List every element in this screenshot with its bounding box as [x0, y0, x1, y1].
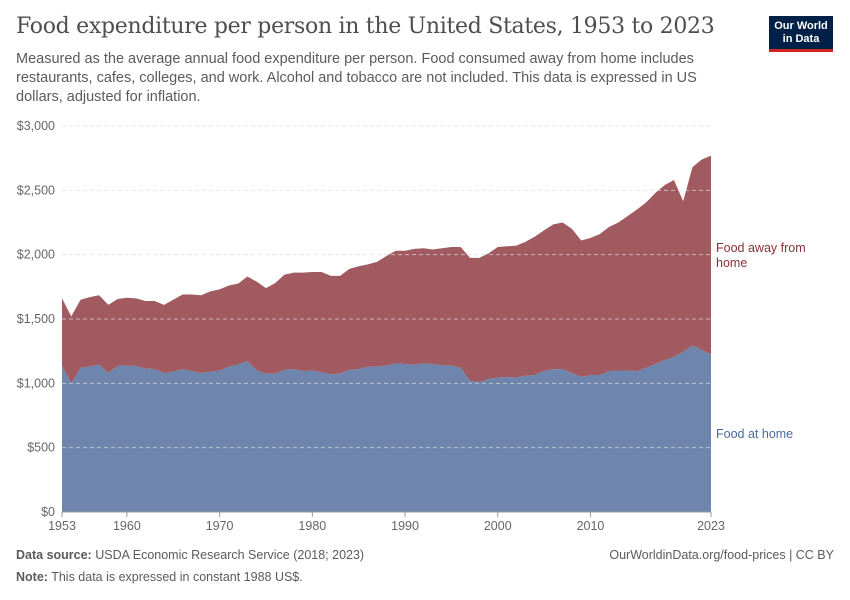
x-tick-label: 1990	[391, 519, 419, 533]
y-tick-label: $0	[41, 505, 55, 519]
footer-link[interactable]: OurWorldinData.org/food-prices | CC BY	[609, 548, 834, 562]
y-tick-label: $2,000	[17, 248, 55, 262]
x-tick-label: 1970	[206, 519, 234, 533]
note: Note: This data is expressed in constant…	[16, 570, 303, 584]
owid-logo[interactable]: Our World in Data	[769, 16, 833, 52]
y-tick-label: $1,500	[17, 312, 55, 326]
chart-title: Food expenditure per person in the Unite…	[16, 14, 715, 39]
source-label: Data source:	[16, 548, 92, 562]
legend-food-at-home: Food at home	[716, 427, 793, 441]
note-text: This data is expressed in constant 1988 …	[51, 570, 303, 584]
y-tick-label: $1,000	[17, 376, 55, 390]
x-tick-label: 2000	[484, 519, 512, 533]
y-tick-label: $500	[27, 441, 55, 455]
legend-food-away-from-home: Food away from home	[716, 241, 806, 270]
x-tick-label: 1980	[298, 519, 326, 533]
x-tick-label: 2010	[577, 519, 605, 533]
note-label: Note:	[16, 570, 48, 584]
x-tick-label: 2023	[697, 519, 725, 533]
y-tick-label: $2,500	[17, 183, 55, 197]
data-source: Data source: USDA Economic Research Serv…	[16, 548, 364, 562]
x-tick-label: 1960	[113, 519, 141, 533]
source-text[interactable]: USDA Economic Research Service (2018; 20…	[95, 548, 365, 562]
x-tick-label: 1953	[48, 519, 76, 533]
y-tick-label: $3,000	[17, 119, 55, 133]
area-food-at-home	[62, 345, 711, 512]
area-food-away-from-home	[62, 155, 711, 384]
chart-subtitle: Measured as the average annual food expe…	[16, 51, 697, 105]
